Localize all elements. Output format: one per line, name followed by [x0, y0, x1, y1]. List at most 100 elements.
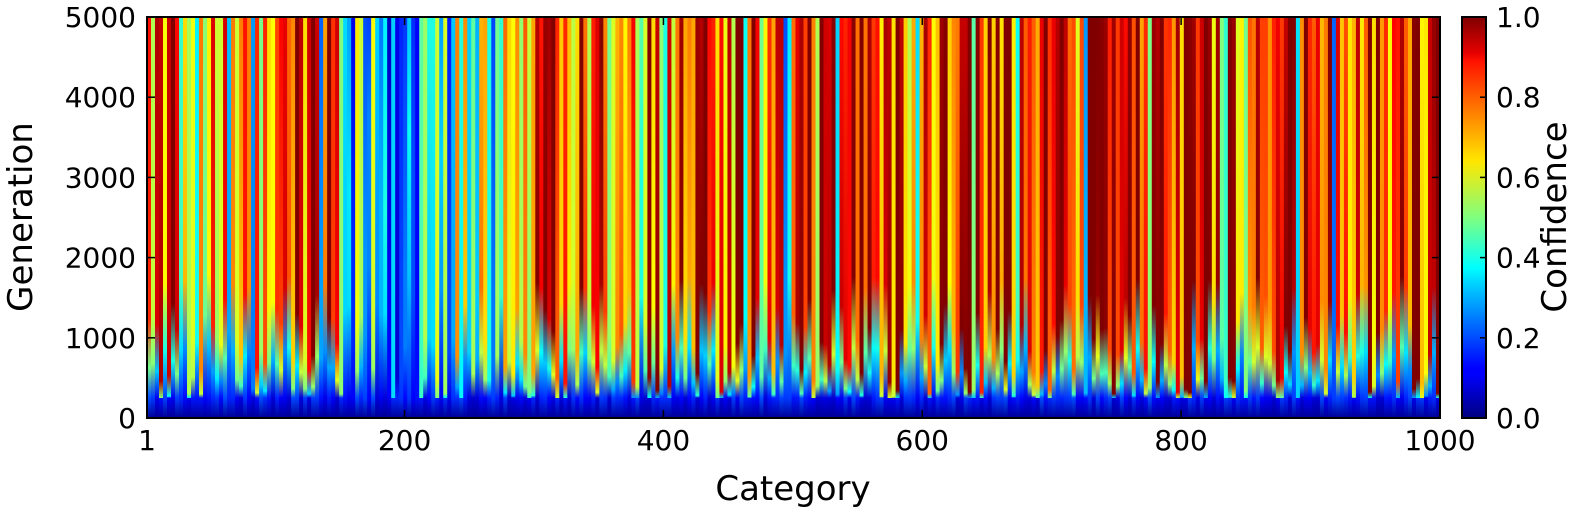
heatmap-column	[591, 17, 596, 418]
y-tick-label: 3000	[65, 161, 136, 194]
heatmap-column	[431, 17, 436, 418]
heatmap-column	[1275, 17, 1281, 418]
heatmap-column	[911, 17, 917, 418]
heatmap-column	[643, 17, 648, 418]
plot-frame	[146, 16, 1441, 419]
heatmap-column	[1059, 17, 1065, 418]
heatmap-column	[851, 17, 857, 418]
heatmap-column	[1107, 17, 1113, 418]
x-tick-label: 800	[1154, 424, 1207, 457]
heatmap-column	[379, 17, 384, 418]
heatmap-column	[1143, 17, 1149, 418]
heatmap-column	[619, 17, 624, 418]
heatmap-column	[531, 17, 536, 418]
heatmap-column	[1099, 17, 1105, 418]
y-tick-label: 0	[118, 402, 136, 435]
heatmap-column	[623, 17, 628, 418]
heatmap-column	[1139, 17, 1145, 418]
heatmap-column	[1159, 17, 1165, 418]
y-tick-label: 1000	[65, 322, 136, 355]
heatmap-column	[1363, 17, 1369, 418]
heatmap-column	[435, 17, 440, 418]
heatmap-column	[1395, 17, 1401, 418]
heatmap-column	[1271, 17, 1277, 418]
heatmap-column	[951, 17, 957, 418]
heatmap-column	[775, 17, 781, 418]
heatmap-column	[707, 17, 713, 418]
heatmap-column	[943, 17, 949, 418]
heatmap-column	[1339, 17, 1345, 418]
heatmap-column	[471, 17, 476, 418]
heatmap-column	[459, 17, 464, 418]
heatmap-column	[823, 17, 829, 418]
heatmap-column	[419, 17, 424, 418]
heatmap-column	[1019, 17, 1025, 418]
heatmap-column	[919, 17, 925, 418]
heatmap-column	[987, 17, 993, 418]
heatmap-column	[1299, 17, 1305, 418]
heatmap-column	[1179, 17, 1185, 418]
heatmap-column	[791, 17, 797, 418]
heatmap-column	[339, 17, 344, 418]
heatmap-column	[1331, 17, 1337, 418]
heatmap-column	[271, 17, 276, 418]
heatmap-column	[439, 17, 444, 418]
heatmap-column	[1311, 17, 1317, 418]
heatmap-column	[915, 17, 921, 418]
heatmap-column	[1027, 17, 1033, 418]
heatmap-column	[247, 17, 252, 418]
heatmap-column	[1279, 17, 1285, 418]
heatmap-column	[211, 17, 216, 418]
heatmap-column	[451, 17, 456, 418]
heatmap-column	[303, 17, 308, 418]
heatmap-column	[1419, 17, 1425, 418]
heatmap-column	[1215, 17, 1221, 418]
heatmap-column	[203, 17, 208, 418]
heatmap-column	[955, 17, 961, 418]
heatmap-column	[783, 17, 789, 418]
x-tick-label: 1	[138, 424, 156, 457]
heatmap-column	[931, 17, 937, 418]
heatmap-column	[891, 17, 897, 418]
heatmap-column	[1191, 17, 1197, 418]
heatmap-column	[367, 17, 372, 418]
heatmap-column	[603, 17, 608, 418]
heatmap-column	[151, 17, 156, 418]
heatmap-column	[175, 17, 180, 418]
heatmap-column	[963, 17, 969, 418]
heatmap-column	[1351, 17, 1357, 418]
heatmap-column	[1071, 17, 1077, 418]
heatmap-column	[967, 17, 973, 418]
heatmap-column	[835, 17, 841, 418]
heatmap-column	[971, 17, 977, 418]
heatmap-column	[763, 17, 769, 418]
heatmap-column	[495, 17, 500, 418]
heatmap-column	[671, 17, 677, 418]
heatmap-column	[1415, 17, 1421, 418]
heatmap-column	[483, 17, 488, 418]
heatmap-column	[1187, 17, 1193, 418]
heatmap-column	[587, 17, 592, 418]
heatmap-column	[795, 17, 801, 418]
heatmap-column	[307, 17, 312, 418]
heatmap-column	[871, 17, 877, 418]
heatmap-column	[1235, 17, 1241, 418]
heatmap-column	[1055, 17, 1061, 418]
heatmap-column	[575, 17, 580, 418]
heatmap-column	[1095, 17, 1101, 418]
heatmap-column	[959, 17, 965, 418]
heatmap-column	[939, 17, 945, 418]
heatmap-column	[927, 17, 933, 418]
heatmap-column	[1335, 17, 1341, 418]
heatmap-column	[1295, 17, 1301, 418]
heatmap-column	[739, 17, 745, 418]
heatmap-column	[255, 17, 260, 418]
heatmap-column	[319, 17, 324, 418]
heatmap-column	[1223, 17, 1229, 418]
heatmap-column	[1203, 17, 1209, 418]
heatmap-column	[995, 17, 1001, 418]
heatmap-column	[875, 17, 881, 418]
heatmap-column	[1259, 17, 1265, 418]
y-tick-label: 2000	[65, 242, 136, 275]
